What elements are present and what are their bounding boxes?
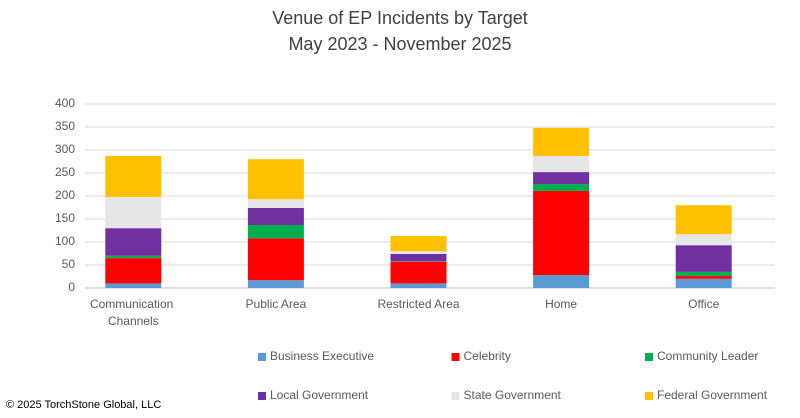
bar-segment (390, 283, 447, 288)
bar-segment (105, 196, 162, 229)
bar-segment (105, 258, 162, 284)
bar-segment (390, 251, 447, 254)
bar-segment (533, 190, 590, 276)
y-tick-label: 300 (55, 142, 75, 156)
bar-segment (675, 271, 732, 277)
bar-segment (247, 199, 304, 208)
bar-segment (247, 159, 304, 200)
bar-segment (675, 205, 732, 235)
bar-segment (675, 245, 732, 272)
bar-segment (675, 278, 732, 288)
legend-swatch (451, 392, 460, 400)
y-tick-label: 350 (55, 119, 75, 133)
bar-segment (390, 253, 447, 262)
bar-segment (533, 275, 590, 288)
bar-segment (533, 127, 590, 156)
y-tick-label: 0 (68, 280, 75, 294)
legend-label: State Government (464, 388, 562, 402)
y-tick-label: 200 (55, 188, 75, 202)
y-tick-label: 250 (55, 165, 75, 179)
bar-segment (675, 234, 732, 246)
legend-label: Community Leader (657, 349, 758, 363)
bar-segment (247, 224, 304, 239)
bar-segment (247, 280, 304, 288)
bar-segment (105, 283, 162, 288)
bar-segment (247, 207, 304, 225)
bar-segment (105, 255, 162, 259)
legend-label: Federal Government (657, 388, 768, 402)
legend-label: Local Government (270, 388, 369, 402)
y-tick-label: 400 (55, 96, 75, 110)
bar-segment (533, 184, 590, 191)
x-tick-label: Office (688, 297, 719, 311)
bar-segment (533, 155, 590, 173)
bar-segment (390, 236, 447, 252)
chart-title: Venue of EP Incidents by Target (272, 8, 528, 28)
y-tick-label: 100 (55, 234, 75, 248)
legend-label: Business Executive (270, 349, 374, 363)
legend-swatch (645, 392, 653, 400)
bar-segment (105, 155, 162, 197)
y-tick-label: 150 (55, 211, 75, 225)
bar-segment (675, 276, 732, 279)
x-tick-label: Home (545, 297, 577, 311)
legend-swatch (258, 392, 266, 400)
chart-subtitle: May 2023 - November 2025 (288, 34, 511, 54)
bar-segment (247, 238, 304, 281)
y-tick-label: 50 (62, 257, 76, 271)
copyright: © 2025 TorchStone Global, LLC (6, 399, 161, 411)
legend-swatch (451, 353, 460, 361)
x-tick-label: Public Area (246, 297, 307, 311)
x-tick-label: Restricted Area (377, 297, 459, 311)
x-tick-label: Communication Channels (90, 297, 177, 328)
bar-segment (390, 261, 447, 284)
legend-label: Celebrity (464, 349, 511, 363)
legend-swatch (258, 353, 266, 361)
legend-swatch (645, 353, 653, 361)
bar-segment (105, 228, 162, 256)
bar-segment (533, 172, 590, 185)
